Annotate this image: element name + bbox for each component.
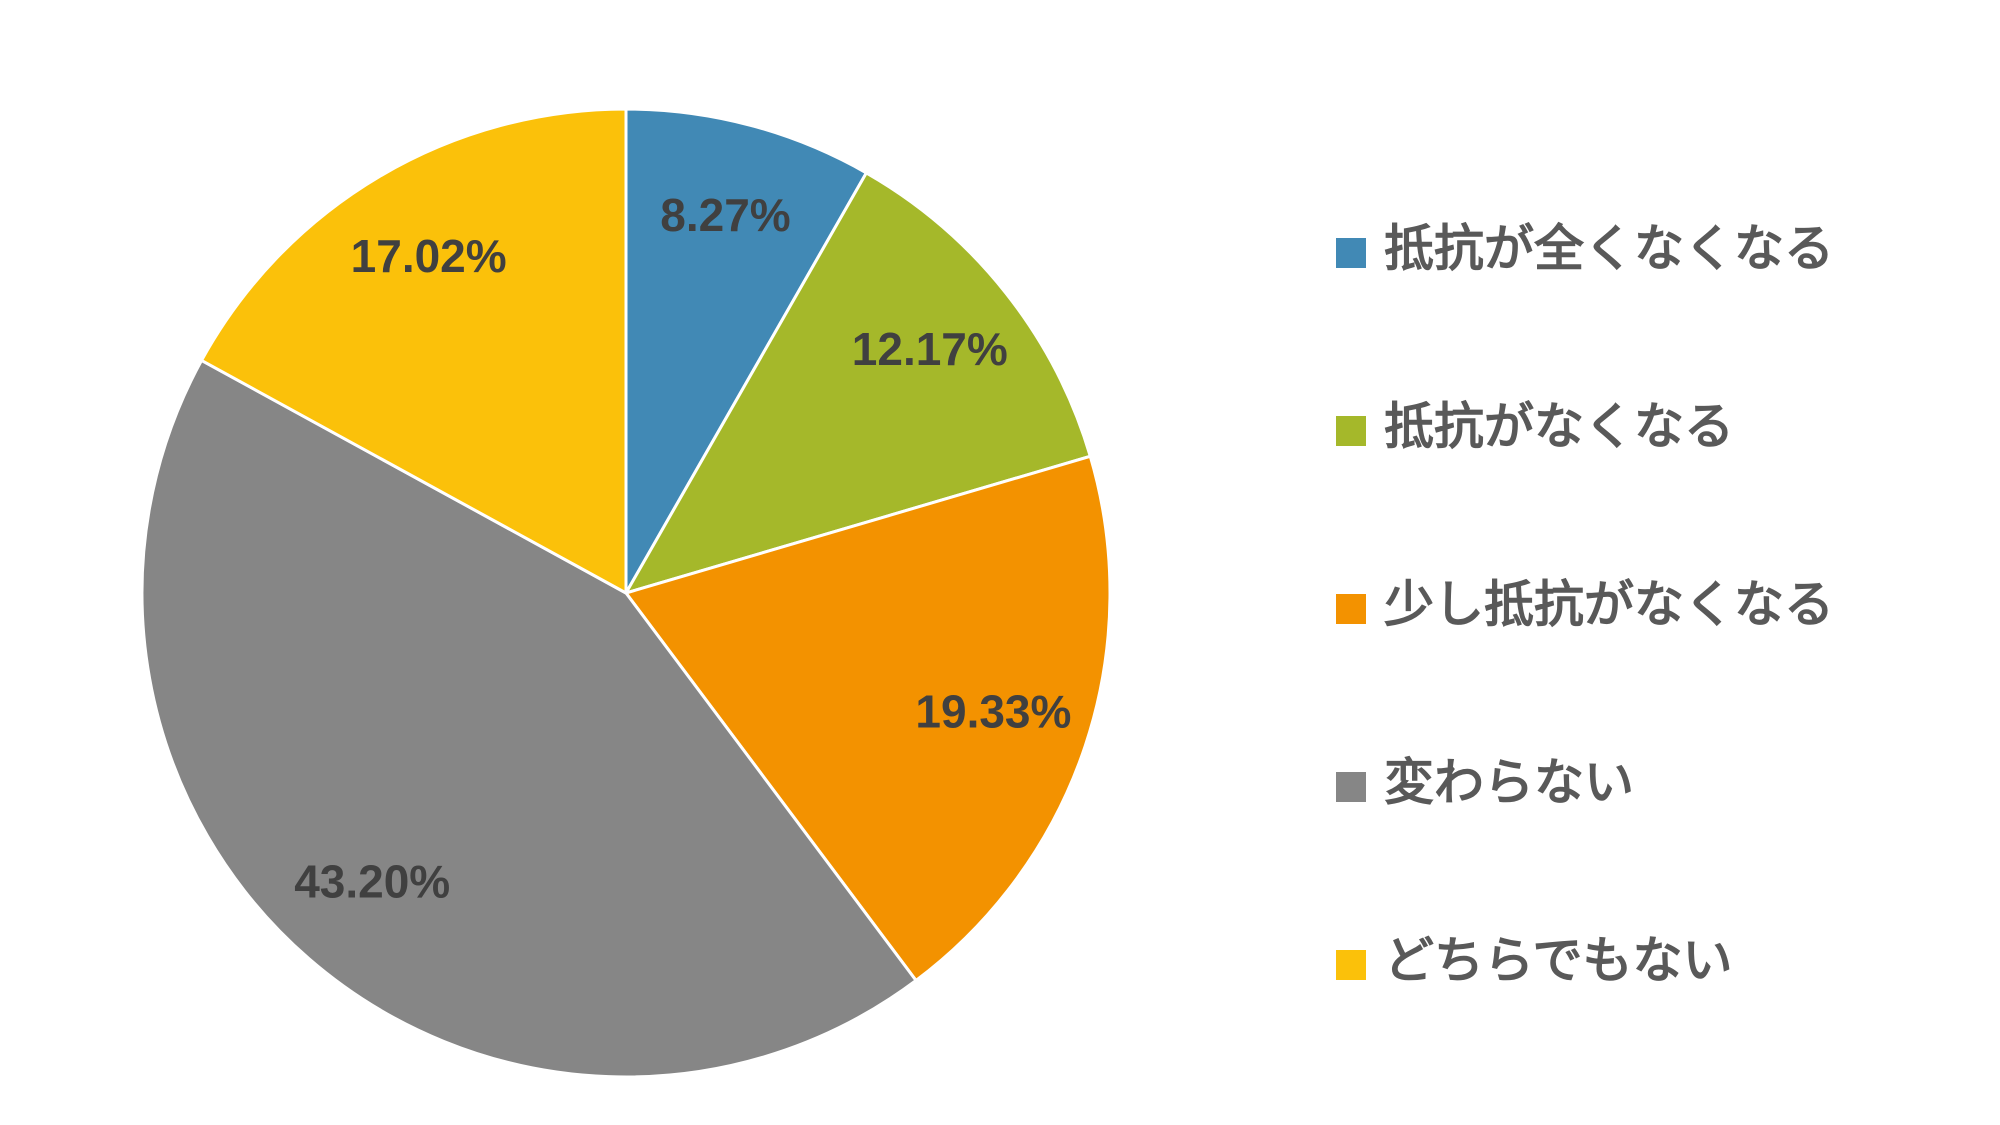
pie-slice: [622, 170, 1093, 596]
legend-swatch: [1336, 416, 1366, 446]
data-label: 19.33%: [915, 685, 1071, 737]
legend-swatch: [1336, 594, 1366, 624]
legend-swatch: [1336, 772, 1366, 802]
legend-label: どちらでもない: [1384, 932, 1733, 990]
legend-swatch: [1336, 238, 1366, 268]
pie-slice: [140, 358, 919, 1079]
legend-label: 少し抵抗がなくなる: [1384, 576, 1834, 634]
legend-label: 変わらない: [1384, 754, 1634, 812]
legend-label: 抵抗がなくなる: [1384, 398, 1734, 456]
legend-label: 抵抗が全くなくなる: [1384, 220, 1834, 278]
pie-slice: [199, 107, 628, 596]
data-label: 12.17%: [852, 323, 1008, 375]
data-label: 17.02%: [351, 230, 507, 282]
data-label: 8.27%: [660, 189, 790, 241]
pie-slice: [623, 454, 1112, 983]
pie-slice: [624, 107, 869, 599]
data-label: 43.20%: [294, 856, 450, 908]
legend-swatch: [1336, 950, 1366, 980]
